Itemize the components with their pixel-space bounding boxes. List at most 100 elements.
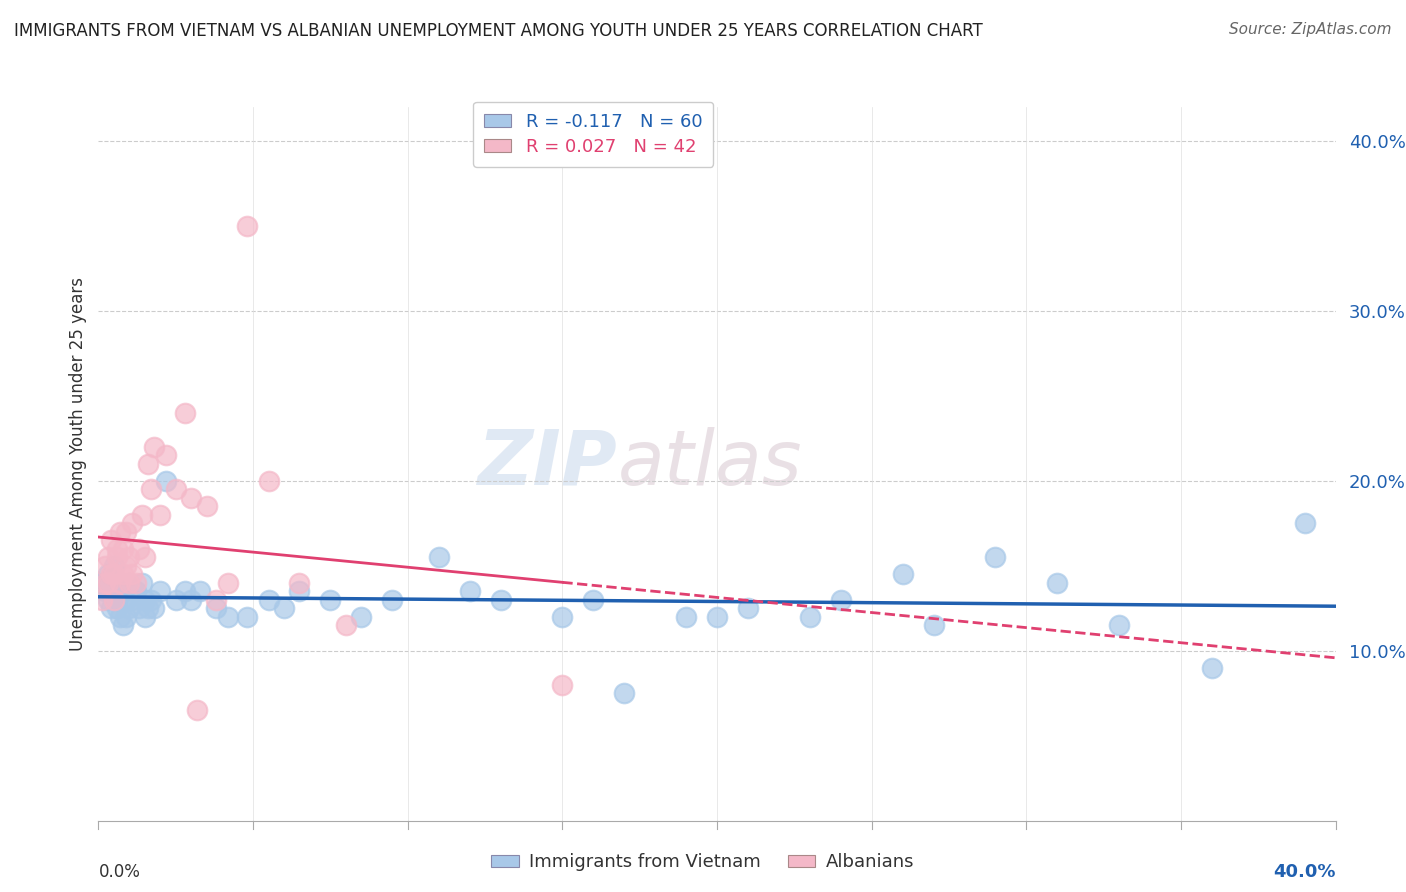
Text: IMMIGRANTS FROM VIETNAM VS ALBANIAN UNEMPLOYMENT AMONG YOUTH UNDER 25 YEARS CORR: IMMIGRANTS FROM VIETNAM VS ALBANIAN UNEM… <box>14 22 983 40</box>
Point <box>319 592 342 607</box>
Point <box>108 524 131 539</box>
Point <box>134 550 156 565</box>
Point <box>180 491 202 505</box>
Point <box>93 558 115 573</box>
Point <box>136 601 159 615</box>
Point <box>799 609 821 624</box>
Point <box>143 440 166 454</box>
Point <box>139 592 162 607</box>
Point <box>174 584 197 599</box>
Point <box>100 575 122 590</box>
Point <box>105 550 128 565</box>
Text: atlas: atlas <box>619 427 803 500</box>
Point <box>108 609 131 624</box>
Point <box>134 592 156 607</box>
Point <box>103 567 125 582</box>
Point <box>149 508 172 522</box>
Point <box>984 550 1007 565</box>
Point <box>165 592 187 607</box>
Point <box>115 524 138 539</box>
Point <box>186 703 208 717</box>
Point <box>112 541 135 556</box>
Text: 40.0%: 40.0% <box>1274 863 1336 881</box>
Point <box>139 483 162 497</box>
Point <box>131 508 153 522</box>
Point <box>273 601 295 615</box>
Point <box>155 448 177 462</box>
Legend: R = -0.117   N = 60, R = 0.027   N = 42: R = -0.117 N = 60, R = 0.027 N = 42 <box>474 102 713 167</box>
Point <box>458 584 481 599</box>
Point <box>100 601 122 615</box>
Point <box>118 601 141 615</box>
Point <box>236 219 259 233</box>
Text: ZIP: ZIP <box>478 427 619 500</box>
Point <box>335 618 357 632</box>
Point <box>205 592 228 607</box>
Point <box>90 575 112 590</box>
Point <box>124 575 146 590</box>
Point <box>551 609 574 624</box>
Point <box>288 584 311 599</box>
Point <box>131 575 153 590</box>
Point <box>149 584 172 599</box>
Point <box>174 406 197 420</box>
Legend: Immigrants from Vietnam, Albanians: Immigrants from Vietnam, Albanians <box>484 847 922 879</box>
Point <box>551 678 574 692</box>
Point <box>706 609 728 624</box>
Point <box>97 575 120 590</box>
Point <box>90 592 112 607</box>
Point <box>100 533 122 548</box>
Point <box>891 567 914 582</box>
Point <box>217 575 239 590</box>
Point <box>118 575 141 590</box>
Point <box>121 567 143 582</box>
Point <box>97 567 120 582</box>
Point <box>613 686 636 700</box>
Point <box>1108 618 1130 632</box>
Point <box>124 584 146 599</box>
Point <box>675 609 697 624</box>
Point <box>217 609 239 624</box>
Point <box>830 592 852 607</box>
Point <box>115 609 138 624</box>
Point <box>350 609 373 624</box>
Point <box>128 541 150 556</box>
Point <box>112 618 135 632</box>
Point <box>100 567 122 582</box>
Point <box>115 592 138 607</box>
Point <box>93 575 115 590</box>
Point <box>922 618 945 632</box>
Point <box>118 575 141 590</box>
Point <box>288 575 311 590</box>
Point <box>93 584 115 599</box>
Point <box>582 592 605 607</box>
Point <box>105 541 128 556</box>
Point <box>381 592 404 607</box>
Point <box>105 601 128 615</box>
Point <box>236 609 259 624</box>
Point <box>155 474 177 488</box>
Point <box>1294 516 1316 531</box>
Point <box>165 483 187 497</box>
Point <box>180 592 202 607</box>
Point <box>103 592 125 607</box>
Point <box>112 584 135 599</box>
Point <box>136 457 159 471</box>
Point <box>143 601 166 615</box>
Point <box>103 558 125 573</box>
Point <box>105 592 128 607</box>
Point <box>128 601 150 615</box>
Point <box>108 575 131 590</box>
Point <box>195 500 218 514</box>
Point <box>118 550 141 565</box>
Y-axis label: Unemployment Among Youth under 25 years: Unemployment Among Youth under 25 years <box>69 277 87 651</box>
Point <box>97 550 120 565</box>
Point <box>112 567 135 582</box>
Point <box>115 558 138 573</box>
Point <box>427 550 450 565</box>
Point <box>103 584 125 599</box>
Point <box>205 601 228 615</box>
Point <box>489 592 512 607</box>
Text: 0.0%: 0.0% <box>98 863 141 881</box>
Point <box>1046 575 1069 590</box>
